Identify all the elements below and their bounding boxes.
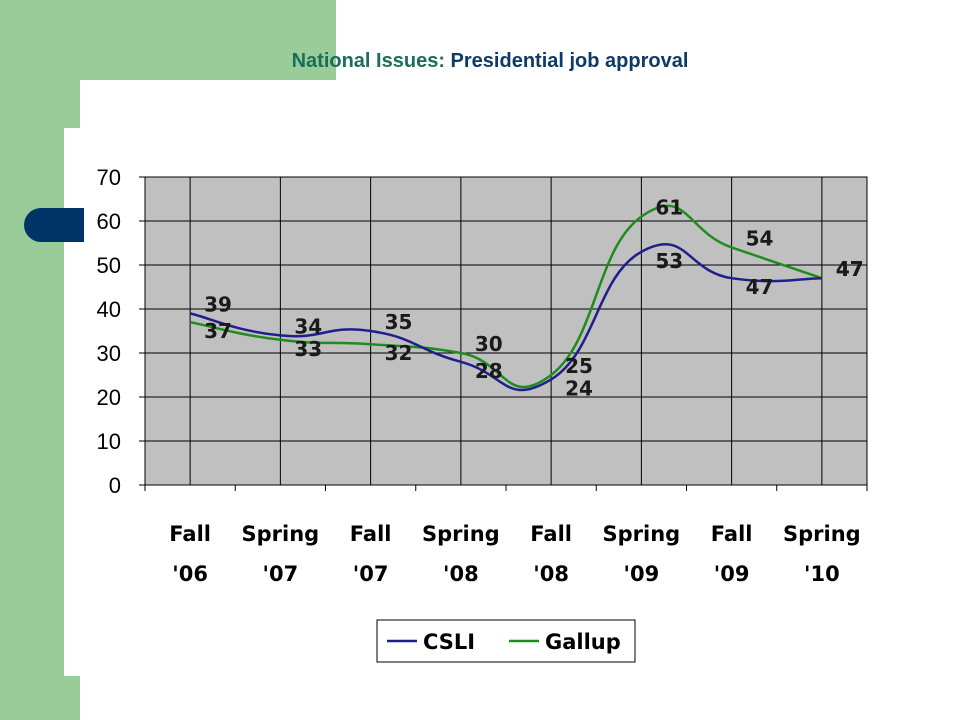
plot-area: [144, 176, 868, 486]
x-category-label: '08: [443, 562, 479, 586]
gallup-data-label: 54: [746, 226, 774, 250]
y-tick-label: 70: [97, 165, 121, 190]
gallup-data-label: 61: [655, 196, 683, 220]
gallup-data-label: 32: [385, 341, 413, 365]
csli-data-label: 28: [475, 359, 503, 383]
gallup-data-label: 37: [204, 319, 232, 343]
x-category-label: Fall: [350, 522, 392, 546]
csli-legend-label: CSLI: [423, 630, 475, 654]
y-tick-label: 20: [97, 385, 121, 410]
x-category-label: '09: [624, 562, 660, 586]
x-category-label: '07: [353, 562, 389, 586]
csli-series-line: [189, 243, 822, 392]
x-category-label: Fall: [530, 522, 572, 546]
legend-box: [376, 619, 636, 663]
csli-data-label: 47: [836, 257, 864, 281]
y-tick-label: 40: [97, 297, 121, 322]
y-tick-label: 60: [97, 209, 121, 234]
csli-data-label: 34: [294, 314, 322, 338]
csli-data-label: 39: [204, 292, 232, 316]
csli-data-label: 35: [385, 310, 413, 334]
x-category-label: Spring: [422, 522, 500, 546]
y-tick-label: 30: [97, 341, 121, 366]
x-category-label: Fall: [169, 522, 211, 546]
x-category-label: Spring: [603, 522, 681, 546]
decorative-navy-pill: [24, 208, 84, 242]
title-prefix: National Issues:: [291, 50, 445, 72]
decorative-green-header-block: [80, 0, 336, 80]
x-category-label: '08: [533, 562, 569, 586]
x-category-label: Spring: [242, 522, 320, 546]
x-category-label: '06: [172, 562, 208, 586]
gallup-data-label: 30: [475, 332, 503, 356]
csli-data-label: 47: [746, 275, 774, 299]
y-tick-label: 0: [109, 473, 121, 498]
gallup-legend-label: Gallup: [545, 630, 621, 654]
x-category-label: Spring: [783, 522, 861, 546]
x-category-label: Fall: [711, 522, 753, 546]
gallup-data-label: 33: [294, 337, 322, 361]
title-subject: Presidential job approval: [450, 50, 689, 72]
gallup-series-line: [189, 204, 823, 389]
csli-data-label: 53: [655, 249, 683, 273]
gallup-data-label: 47: [836, 257, 864, 281]
gallup-data-label: 25: [565, 354, 593, 378]
y-tick-label: 50: [97, 253, 121, 278]
x-category-label: '07: [263, 562, 299, 586]
page-title: National Issues: Presidential job approv…: [0, 50, 960, 73]
x-category-label: '10: [804, 562, 840, 586]
x-category-label: '09: [714, 562, 750, 586]
y-tick-label: 10: [97, 429, 121, 454]
csli-data-label: 24: [565, 376, 593, 400]
